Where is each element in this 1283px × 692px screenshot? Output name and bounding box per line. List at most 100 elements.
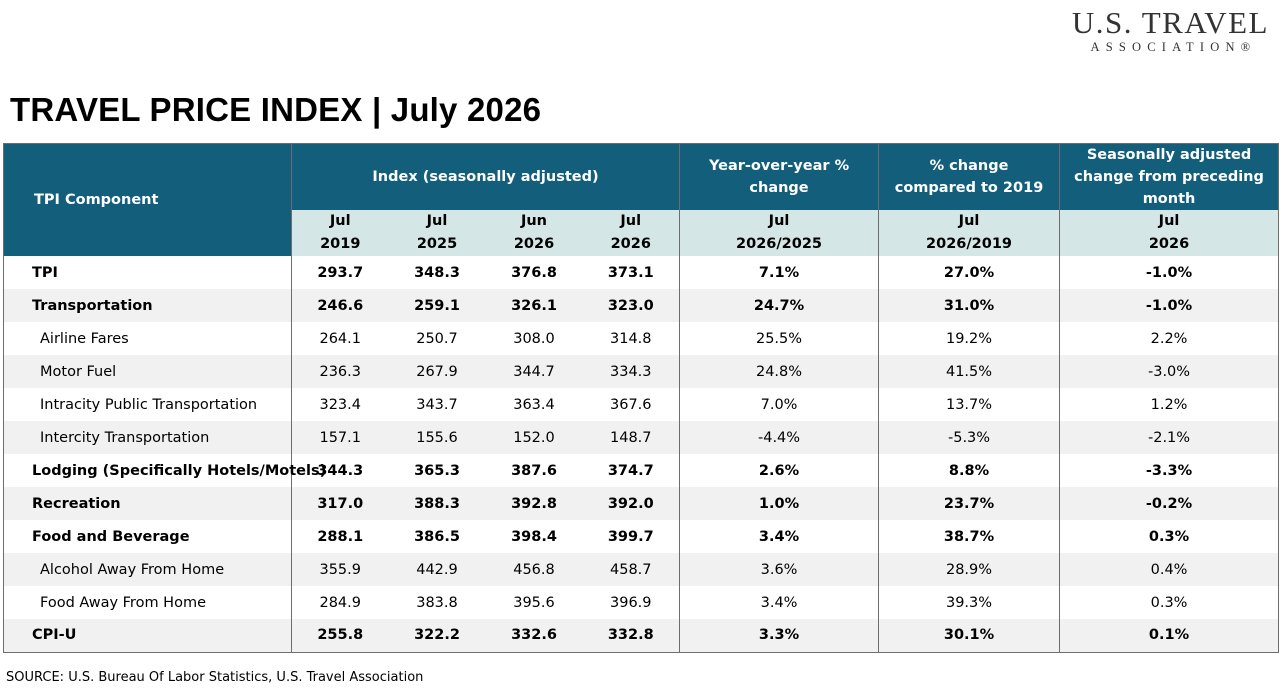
row-label: TPI xyxy=(3,256,292,289)
table-cell: 31.0% xyxy=(878,289,1060,322)
table-cell: 3.3% xyxy=(679,619,879,653)
table-cell: 326.1 xyxy=(485,289,583,322)
table-cell: 2.2% xyxy=(1059,322,1280,355)
table-cell: 334.3 xyxy=(582,355,680,388)
table-cell: -2.1% xyxy=(1059,421,1280,454)
subheader-row: Jul 2019 Jul 2025 Jun 2026 Jul 2026 Jul 2026/… xyxy=(4,210,1280,256)
vs2019-header: % change compared to 2019 xyxy=(878,143,1061,210)
table-row: TPI 293.7 348.3 376.8 373.1 7.1% 27.0% -1.0% xyxy=(3,256,1280,289)
logo-wordmark: U.S. TRAVEL xyxy=(1071,5,1269,40)
table-cell: 25.5% xyxy=(679,322,879,355)
table-cell: 392.0 xyxy=(582,487,680,520)
table-cell: 1.2% xyxy=(1059,388,1280,421)
row-label: Lodging (Specifically Hotels/Motels) xyxy=(3,454,326,487)
table-row: Transportation 246.6 259.1 326.1 323.0 24.7% 3… xyxy=(3,289,1280,322)
table-cell: 246.6 xyxy=(291,289,389,322)
subheader: Jun 2026 xyxy=(485,210,583,256)
table-body: TPI 293.7 348.3 376.8 373.1 7.1% 27.0% -1.0% Tra… xyxy=(3,256,1280,653)
yoy-header: Year-over-year % change xyxy=(679,143,880,210)
table-cell: 0.1% xyxy=(1059,619,1280,653)
row-label: Recreation xyxy=(3,487,292,520)
table-cell: 8.8% xyxy=(878,454,1060,487)
table-cell: 1.0% xyxy=(679,487,879,520)
subheader: Jul 2026/2019 xyxy=(878,210,1060,256)
table-row: Airline Fares 264.1 250.7 308.0 314.8 25.5% 19… xyxy=(3,322,1280,355)
subheader: Jul 2026 xyxy=(582,210,680,256)
table-cell: 348.3 xyxy=(414,264,460,281)
table-cell: 344.7 xyxy=(485,355,583,388)
table-cell: -0.2% xyxy=(1059,487,1280,520)
table-row: Lodging (Specifically Hotels/Motels) 344.… xyxy=(3,454,1280,487)
table-row: Food and Beverage 288.1 386.5 398.4 399.7 3.4… xyxy=(3,520,1280,553)
table-row: Recreation 317.0 388.3 392.8 392.0 1.0% 23.7% -… xyxy=(3,487,1280,520)
table-cell: -3.0% xyxy=(1059,355,1280,388)
table-cell: 157.1 xyxy=(291,421,389,454)
table-cell: 355.9 xyxy=(291,553,389,586)
table-cell: 284.9 xyxy=(291,586,389,619)
seasonal-adjusted-header: Seasonally adjusted change from precedin… xyxy=(1059,143,1280,210)
table-cell: 367.6 xyxy=(610,396,652,413)
table-cell: 386.5 xyxy=(414,528,460,545)
table-cell: 39.3% xyxy=(878,586,1060,619)
header-row: TPI Component Index (seasonally adjusted… xyxy=(3,143,1280,256)
table-cell: 264.1 xyxy=(291,322,389,355)
table-cell: 255.8 xyxy=(291,619,389,653)
table-cell: 314.8 xyxy=(610,330,652,347)
table-cell: 392.8 xyxy=(485,487,583,520)
table-cell: 456.8 xyxy=(485,553,583,586)
table-cell: 3.4% xyxy=(679,520,879,553)
us-travel-logo: U.S. TRAVEL ASSOCIATION® xyxy=(1071,5,1269,55)
table-cell: 399.7 xyxy=(607,528,654,545)
row-label: Transportation xyxy=(3,289,292,322)
table-cell: 267.9 xyxy=(388,355,486,388)
table-cell: 3.6% xyxy=(679,553,879,586)
table-cell: 7.0% xyxy=(679,388,879,421)
table-cell: 376.8 xyxy=(511,264,557,281)
table-cell: 308.0 xyxy=(513,330,555,347)
table-row: Food Away From Home 284.9 383.8 395.6 396.9 3… xyxy=(3,586,1280,619)
source-note: SOURCE: U.S. Bureau Of Labor Statistics,… xyxy=(6,670,424,685)
table-cell: 27.0% xyxy=(878,256,1060,289)
table-cell: 387.6 xyxy=(511,462,557,479)
table-cell: 396.9 xyxy=(610,594,652,611)
table-cell: 363.4 xyxy=(513,396,555,413)
subheader: Jul 2026/2025 xyxy=(679,210,879,256)
table-cell: 442.9 xyxy=(388,553,486,586)
table-cell: 332.6 xyxy=(485,619,583,653)
table-cell: 293.7 xyxy=(291,256,389,289)
table-cell: 38.7% xyxy=(878,520,1060,553)
table-cell: 23.7% xyxy=(878,487,1060,520)
table-cell: -4.4% xyxy=(679,421,879,454)
table-row: Intracity Public Transportation 323.4 343.… xyxy=(3,388,1280,421)
table-cell: 288.1 xyxy=(291,520,389,553)
table-cell: 0.4% xyxy=(1059,553,1280,586)
row-label: Food Away From Home xyxy=(3,586,292,619)
table-cell: 344.3 xyxy=(291,454,389,487)
table-cell: 332.8 xyxy=(582,619,680,653)
row-label: CPI-U xyxy=(3,619,292,653)
row-label: Intercity Transportation xyxy=(3,421,292,454)
table-cell: 343.7 xyxy=(416,396,458,413)
table-cell: 24.8% xyxy=(679,355,879,388)
table-row: Motor Fuel 236.3 267.9 344.7 334.3 24.8% 41.5%… xyxy=(3,355,1280,388)
table-row: Alcohol Away From Home 355.9 442.9 456.8 458… xyxy=(3,553,1280,586)
row-label: Alcohol Away From Home xyxy=(3,553,292,586)
subheader: Jul 2025 xyxy=(388,210,486,256)
row-label: Airline Fares xyxy=(3,322,292,355)
index-header: Index (seasonally adjusted) xyxy=(290,143,681,210)
table-cell: 395.6 xyxy=(513,594,555,611)
table-cell: 155.6 xyxy=(388,421,486,454)
table-cell: 0.3% xyxy=(1059,520,1280,553)
table-cell: 152.0 xyxy=(485,421,583,454)
subheader: Jul 2026 xyxy=(1059,210,1280,256)
table-cell: 317.0 xyxy=(291,487,389,520)
table-cell: 259.1 xyxy=(388,289,486,322)
row-label: Food and Beverage xyxy=(3,520,292,553)
table-cell: 19.2% xyxy=(878,322,1060,355)
table-cell: 383.8 xyxy=(416,594,458,611)
table-cell: 24.7% xyxy=(679,289,879,322)
row-label: Intracity Public Transportation xyxy=(3,388,292,421)
table-cell: 458.7 xyxy=(582,553,680,586)
logo-subtitle: ASSOCIATION® xyxy=(1090,40,1257,54)
tpi-table: TPI Component Index (seasonally adjusted… xyxy=(3,143,1280,653)
